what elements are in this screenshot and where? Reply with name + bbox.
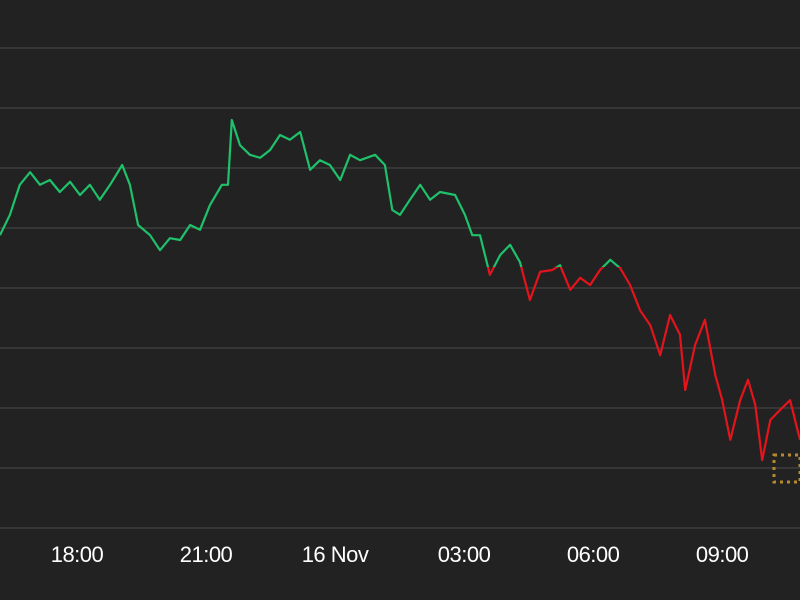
price-line-above (0, 118, 621, 267)
x-tick-label: 03:00 (438, 542, 491, 567)
x-tick-label: 18:00 (51, 542, 104, 567)
x-tick-label: 16 Nov (302, 542, 369, 567)
x-tick-label: 21:00 (180, 542, 233, 567)
x-tick-label: 09:00 (696, 542, 749, 567)
last-price-marker (772, 453, 800, 484)
grid (0, 47, 800, 529)
x-tick-label: 06:00 (567, 542, 620, 567)
price-line-below (486, 267, 800, 462)
lines (0, 118, 800, 462)
